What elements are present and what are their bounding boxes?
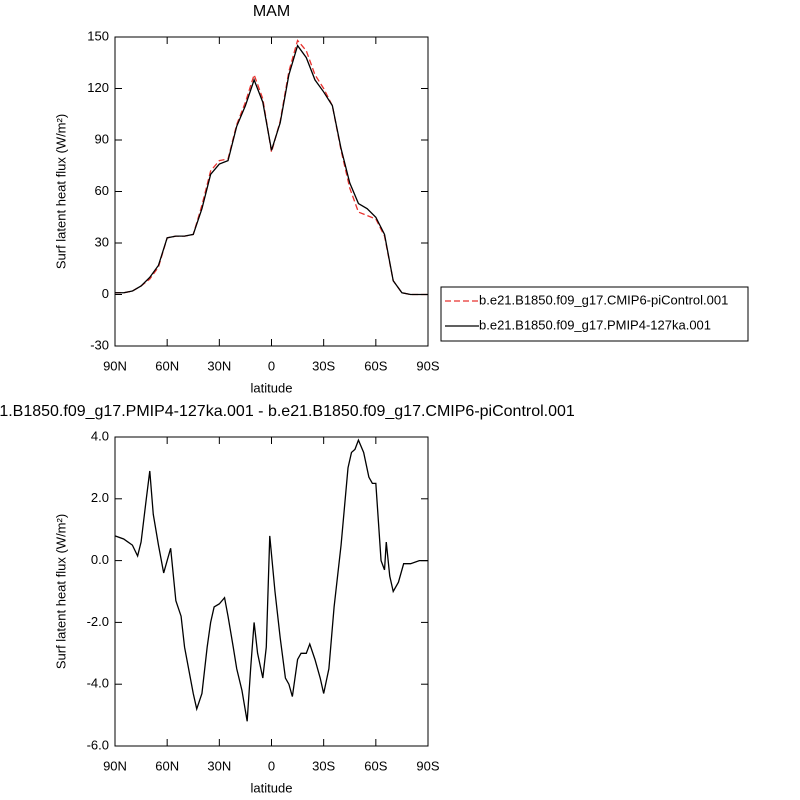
x-tick-label: 30S [312,358,335,373]
x-tick-label: 30S [312,758,335,773]
y-tick-label: 120 [87,80,109,95]
data-line [115,44,428,296]
data-line [114,438,428,722]
x-tick-label: 30N [207,758,231,773]
chart-title: b.e21.B1850.f09_g17.PMIP4-127ka.001 - b.… [0,403,575,420]
y-axis-label: Surf latent heat flux (W/m²) [53,114,68,269]
legend-label: b.e21.B1850.f09_g17.PMIP4-127ka.001 [479,317,711,332]
y-tick-label: 150 [87,28,109,43]
y-tick-label: 0 [102,286,109,301]
chart-title: MAM [253,3,290,20]
legend-box [440,286,749,342]
y-tick-label: -6.0 [87,737,109,752]
y-tick-label: 30 [95,234,109,249]
y-tick-label: 60 [95,183,109,198]
x-axis-label: latitude [251,380,293,395]
y-tick-label: 90 [95,131,109,146]
x-tick-label: 0 [268,758,275,773]
y-axis-label: Surf latent heat flux (W/m²) [53,514,68,669]
x-tick-label: 90N [103,358,127,373]
plot-frame [114,36,429,347]
x-tick-label: 60S [364,358,387,373]
x-tick-label: 90S [416,758,439,773]
y-tick-label: 4.0 [91,428,109,443]
x-tick-label: 0 [268,358,275,373]
x-tick-label: 90N [103,758,127,773]
plot-frame [114,436,429,747]
x-tick-label: 60N [155,758,179,773]
y-tick-label: -30 [90,337,109,352]
y-tick-label: 0.0 [91,552,109,567]
x-tick-label: 60S [364,758,387,773]
x-tick-label: 90S [416,358,439,373]
legend-label: b.e21.B1850.f09_g17.CMIP6-piControl.001 [479,292,728,307]
x-tick-label: 60N [155,358,179,373]
y-tick-label: -2.0 [87,614,109,629]
x-axis-label: latitude [251,780,293,795]
y-tick-label: -4.0 [87,676,109,691]
x-tick-label: 30N [207,358,231,373]
y-tick-label: 2.0 [91,490,109,505]
